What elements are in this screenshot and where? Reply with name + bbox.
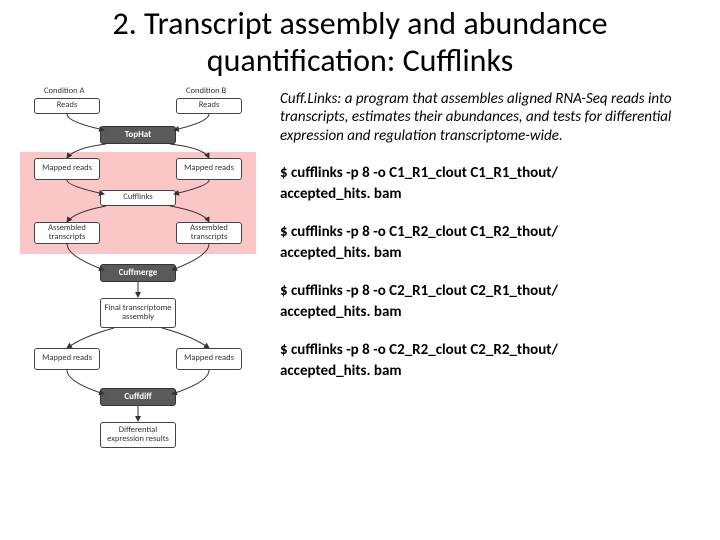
- command-block-3: $ cufflinks -p 8 -o C2_R1_clout C2_R1_th…: [280, 282, 706, 321]
- command-block-4: $ cufflinks -p 8 -o C2_R2_clout C2_R2_th…: [280, 341, 706, 380]
- box-tophat: TopHat: [100, 126, 176, 144]
- command-line: accepted_hits. bam: [280, 185, 706, 203]
- command-line: $ cufflinks -p 8 -o C1_R2_clout C1_R2_th…: [280, 223, 706, 241]
- box-mapped-b: Mapped reads: [176, 158, 242, 180]
- label-condition-a: Condition A: [44, 86, 84, 96]
- box-assembled-b: Assembled transcripts: [176, 222, 242, 244]
- workflow-diagram: Condition A Condition B Reads Reads TopH…: [14, 86, 272, 400]
- page-title: 2. Transcript assembly and abundance qua…: [0, 0, 720, 84]
- box-cufflinks: Cufflinks: [100, 190, 176, 206]
- command-line: accepted_hits. bam: [280, 244, 706, 262]
- box-cuffmerge: Cuffmerge: [100, 264, 176, 282]
- command-block-1: $ cufflinks -p 8 -o C1_R1_clout C1_R1_th…: [280, 164, 706, 203]
- box-cuffdiff: Cuffdiff: [100, 388, 176, 406]
- box-final: Final transcriptome assembly: [100, 298, 176, 328]
- command-line: accepted_hits. bam: [280, 303, 706, 321]
- text-column: Cuff.Links: a program that assembles ali…: [272, 86, 706, 400]
- command-line: $ cufflinks -p 8 -o C2_R2_clout C2_R2_th…: [280, 341, 706, 359]
- label-condition-b: Condition B: [186, 86, 226, 96]
- box-reads-a: Reads: [34, 98, 100, 114]
- command-block-2: $ cufflinks -p 8 -o C1_R2_clout C1_R2_th…: [280, 223, 706, 262]
- content-row: Condition A Condition B Reads Reads TopH…: [0, 84, 720, 400]
- box-reads-b: Reads: [176, 98, 242, 114]
- command-line: $ cufflinks -p 8 -o C2_R1_clout C2_R1_th…: [280, 282, 706, 300]
- box-mapped2-b: Mapped reads: [176, 348, 242, 370]
- description: Cuff.Links: a program that assembles ali…: [280, 90, 706, 146]
- command-line: $ cufflinks -p 8 -o C1_R1_clout C1_R1_th…: [280, 164, 706, 182]
- box-mapped2-a: Mapped reads: [34, 348, 100, 370]
- command-line: accepted_hits. bam: [280, 362, 706, 380]
- box-diffexpr: Differential expression results: [100, 422, 176, 448]
- box-mapped-a: Mapped reads: [34, 158, 100, 180]
- box-assembled-a: Assembled transcripts: [34, 222, 100, 244]
